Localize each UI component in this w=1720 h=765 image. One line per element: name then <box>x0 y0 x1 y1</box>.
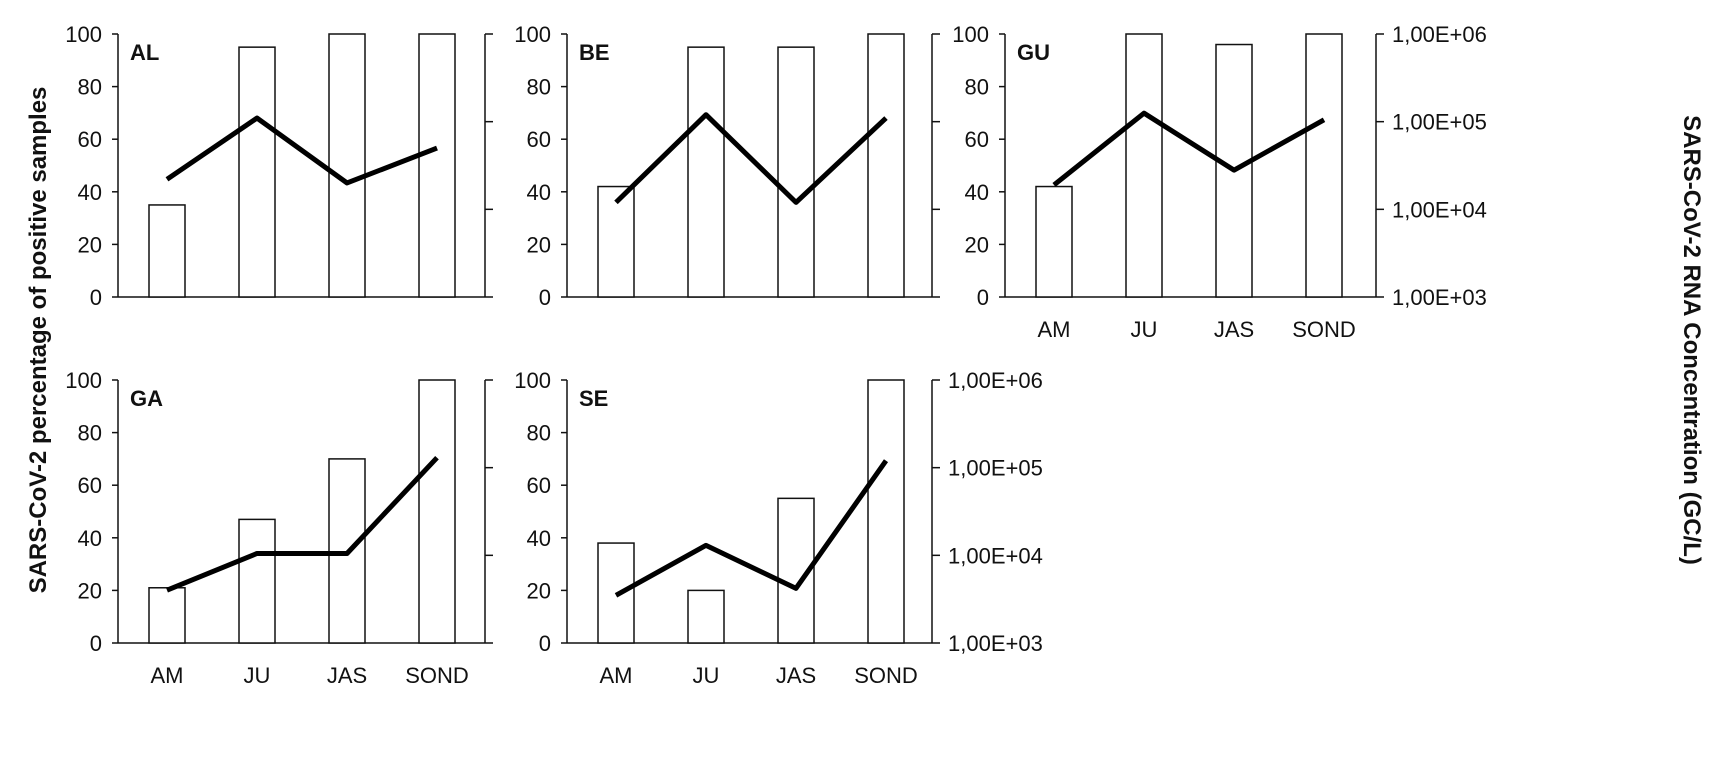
bar-al-sond <box>419 34 455 297</box>
right-tick-label-se: 1,00E+05 <box>948 456 1043 481</box>
left-tick-label-al: 20 <box>78 232 102 257</box>
panel-label-gu: GU <box>1017 40 1050 65</box>
right-tick-label-gu: 1,00E+04 <box>1392 197 1487 222</box>
left-tick-label-gu: 100 <box>952 22 989 47</box>
concentration-line-be <box>616 115 886 203</box>
x-tick-label-se-ju: JU <box>693 663 720 688</box>
bar-ga-ju <box>239 519 275 643</box>
right-tick-label-gu: 1,00E+03 <box>1392 285 1487 310</box>
left-tick-label-ga: 20 <box>78 578 102 603</box>
left-tick-label-gu: 80 <box>965 75 989 100</box>
left-tick-label-gu: 40 <box>965 180 989 205</box>
x-tick-label-gu-sond: SOND <box>1292 317 1356 342</box>
bar-al-jas <box>329 34 365 297</box>
x-tick-label-ga-sond: SOND <box>405 663 469 688</box>
left-tick-label-al: 100 <box>65 22 102 47</box>
right-tick-label-gu: 1,00E+05 <box>1392 110 1487 135</box>
left-tick-label-ga: 80 <box>78 421 102 446</box>
left-tick-label-al: 80 <box>78 75 102 100</box>
x-tick-label-gu-am: AM <box>1038 317 1071 342</box>
left-tick-label-be: 60 <box>527 127 551 152</box>
left-tick-label-gu: 60 <box>965 127 989 152</box>
right-tick-label-se: 1,00E+06 <box>948 368 1043 393</box>
left-tick-label-ga: 40 <box>78 526 102 551</box>
x-tick-label-ga-ju: JU <box>244 663 271 688</box>
bar-be-ju <box>688 47 724 297</box>
bar-al-ju <box>239 47 275 297</box>
left-tick-label-al: 60 <box>78 127 102 152</box>
concentration-line-ga <box>167 458 437 591</box>
left-tick-label-be: 80 <box>527 75 551 100</box>
panel-label-ga: GA <box>130 386 163 411</box>
bar-se-ju <box>688 590 724 643</box>
concentration-line-gu <box>1054 113 1324 185</box>
left-tick-label-ga: 100 <box>65 368 102 393</box>
left-tick-label-se: 60 <box>527 473 551 498</box>
left-tick-label-se: 20 <box>527 578 551 603</box>
bar-al-am <box>149 205 185 297</box>
left-tick-label-gu: 20 <box>965 232 989 257</box>
x-tick-label-se-sond: SOND <box>854 663 918 688</box>
bar-ga-am <box>149 588 185 643</box>
panel-label-al: AL <box>130 40 159 65</box>
left-tick-label-se: 100 <box>514 368 551 393</box>
right-tick-label-se: 1,00E+04 <box>948 543 1043 568</box>
bar-be-sond <box>868 34 904 297</box>
left-tick-label-ga: 0 <box>90 631 102 656</box>
left-tick-label-se: 0 <box>539 631 551 656</box>
x-tick-label-ga-jas: JAS <box>327 663 367 688</box>
panel-label-be: BE <box>579 40 610 65</box>
left-tick-label-se: 80 <box>527 421 551 446</box>
concentration-line-se <box>616 461 886 596</box>
bar-ga-sond <box>419 380 455 643</box>
left-tick-label-be: 40 <box>527 180 551 205</box>
x-tick-label-gu-ju: JU <box>1131 317 1158 342</box>
bar-be-am <box>598 187 634 297</box>
right-tick-label-se: 1,00E+03 <box>948 631 1043 656</box>
left-tick-label-ga: 60 <box>78 473 102 498</box>
left-axis-title: SARS-CoV-2 percentage of positive sample… <box>25 87 52 594</box>
x-tick-label-se-jas: JAS <box>776 663 816 688</box>
panel-label-se: SE <box>579 386 608 411</box>
x-tick-label-se-am: AM <box>600 663 633 688</box>
left-tick-label-be: 100 <box>514 22 551 47</box>
right-axis-title: SARS-CoV-2 RNA Concentration (GC/L) <box>1678 115 1705 565</box>
left-tick-label-se: 40 <box>527 526 551 551</box>
bar-be-jas <box>778 47 814 297</box>
left-tick-label-be: 20 <box>527 232 551 257</box>
right-tick-label-gu: 1,00E+06 <box>1392 22 1487 47</box>
left-tick-label-gu: 0 <box>977 285 989 310</box>
x-tick-label-gu-jas: JAS <box>1214 317 1254 342</box>
bar-se-sond <box>868 380 904 643</box>
bar-gu-sond <box>1306 34 1342 297</box>
x-tick-label-ga-am: AM <box>151 663 184 688</box>
left-tick-label-al: 40 <box>78 180 102 205</box>
bar-gu-am <box>1036 187 1072 297</box>
left-tick-label-al: 0 <box>90 285 102 310</box>
left-tick-label-be: 0 <box>539 285 551 310</box>
bar-gu-ju <box>1126 34 1162 297</box>
concentration-line-al <box>167 118 437 183</box>
